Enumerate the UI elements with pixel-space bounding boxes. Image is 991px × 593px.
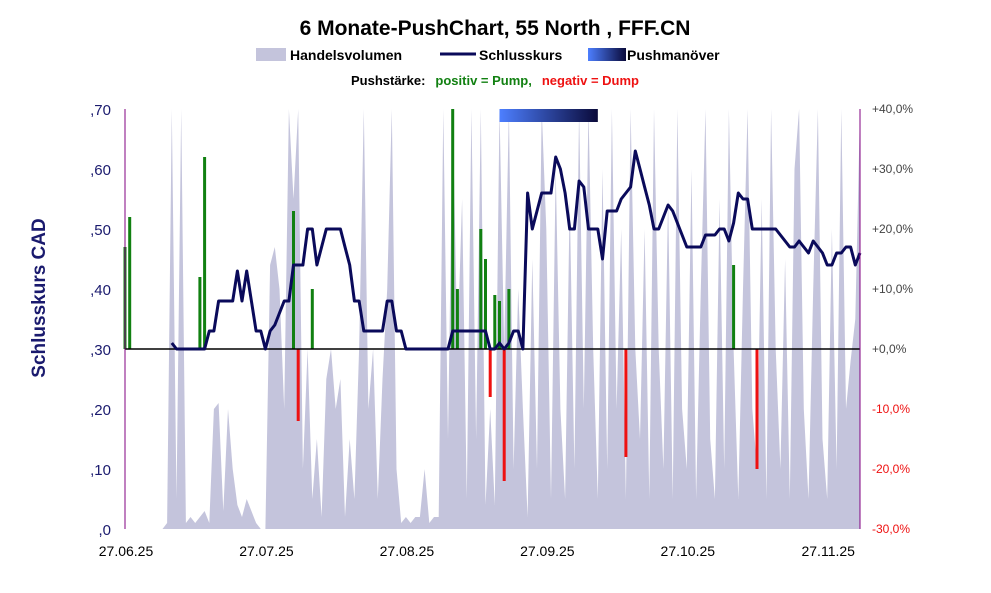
y-tick-label: ,50 bbox=[90, 222, 111, 239]
y2-tick-label: -20,0% bbox=[872, 462, 910, 476]
close-price-line bbox=[170, 149, 862, 351]
dump-bar bbox=[488, 349, 492, 397]
y-tick-label: ,30 bbox=[90, 342, 111, 359]
y2-tick-label: +20,0% bbox=[872, 222, 913, 236]
volume-area bbox=[125, 109, 860, 529]
y-tick-label: ,0 bbox=[98, 522, 111, 539]
pump-bar bbox=[128, 217, 132, 349]
x-tick-label: 27.09.25 bbox=[520, 543, 575, 559]
push-period-bar bbox=[499, 109, 598, 122]
chart-title: 6 Monate-PushChart, 55 North , FFF.CN bbox=[300, 17, 691, 40]
pump-bar bbox=[451, 109, 455, 349]
legend-push-swatch bbox=[588, 48, 626, 61]
pump-bar bbox=[479, 229, 483, 349]
y-tick-label: ,60 bbox=[90, 162, 111, 179]
y-tick-label: ,40 bbox=[90, 282, 111, 299]
y2-tick-label: -10,0% bbox=[872, 402, 910, 416]
dump-bar bbox=[624, 349, 628, 457]
y-axis-label: Schlusskurs CAD bbox=[29, 218, 50, 377]
legend-volume-label: Handelsvolumen bbox=[290, 47, 402, 63]
plot-area: ,0 ,10 ,20 ,30 ,40 ,50 ,60 ,70 -30,0% -20,0% -10,0… bbox=[90, 102, 913, 559]
pump-bar bbox=[498, 301, 501, 349]
dump-bar bbox=[502, 349, 506, 481]
x-tick-label: 27.07.25 bbox=[239, 543, 294, 559]
y-tick-label: ,70 bbox=[90, 102, 111, 119]
x-tick-label: 27.10.25 bbox=[661, 543, 716, 559]
pump-bar bbox=[732, 265, 736, 349]
y2-tick-label: +30,0% bbox=[872, 162, 913, 176]
y2-tick-label: -30,0% bbox=[872, 522, 910, 536]
pump-bar bbox=[507, 289, 511, 349]
pushstaerke-label: Pushstärke: bbox=[351, 73, 425, 88]
pump-bar bbox=[310, 289, 314, 349]
pump-bar bbox=[455, 289, 459, 349]
legend-close-label: Schlusskurs bbox=[479, 47, 562, 63]
pump-bar bbox=[203, 157, 207, 349]
x-tick-label: 27.06.25 bbox=[99, 543, 154, 559]
y2-tick-label: +10,0% bbox=[872, 282, 913, 296]
legend: Handelsvolumen Schlusskurs Pushmanöver bbox=[256, 47, 720, 63]
dump-bar bbox=[755, 349, 759, 469]
x-tick-label: 27.08.25 bbox=[380, 543, 435, 559]
pump-bar bbox=[292, 211, 295, 349]
pushstaerke-legend: Pushstärke: positiv = Pump, negativ = Dump bbox=[351, 73, 639, 88]
pushstaerke-positive: positiv = Pump, bbox=[435, 73, 531, 88]
y2-tick-label: +0,0% bbox=[872, 342, 907, 356]
y-tick-label: ,20 bbox=[90, 402, 111, 419]
pushstaerke-negative: negativ = Dump bbox=[542, 73, 639, 88]
y2-tick-label: +40,0% bbox=[872, 102, 913, 116]
legend-push-label: Pushmanöver bbox=[627, 47, 720, 63]
x-tick-label: 27.11.25 bbox=[801, 543, 855, 559]
pump-bar bbox=[493, 295, 497, 349]
pump-bar bbox=[198, 277, 202, 349]
pump-bar bbox=[484, 259, 487, 349]
legend-volume-swatch bbox=[256, 48, 286, 61]
dump-bar bbox=[296, 349, 300, 421]
y-tick-label: ,10 bbox=[90, 462, 111, 479]
